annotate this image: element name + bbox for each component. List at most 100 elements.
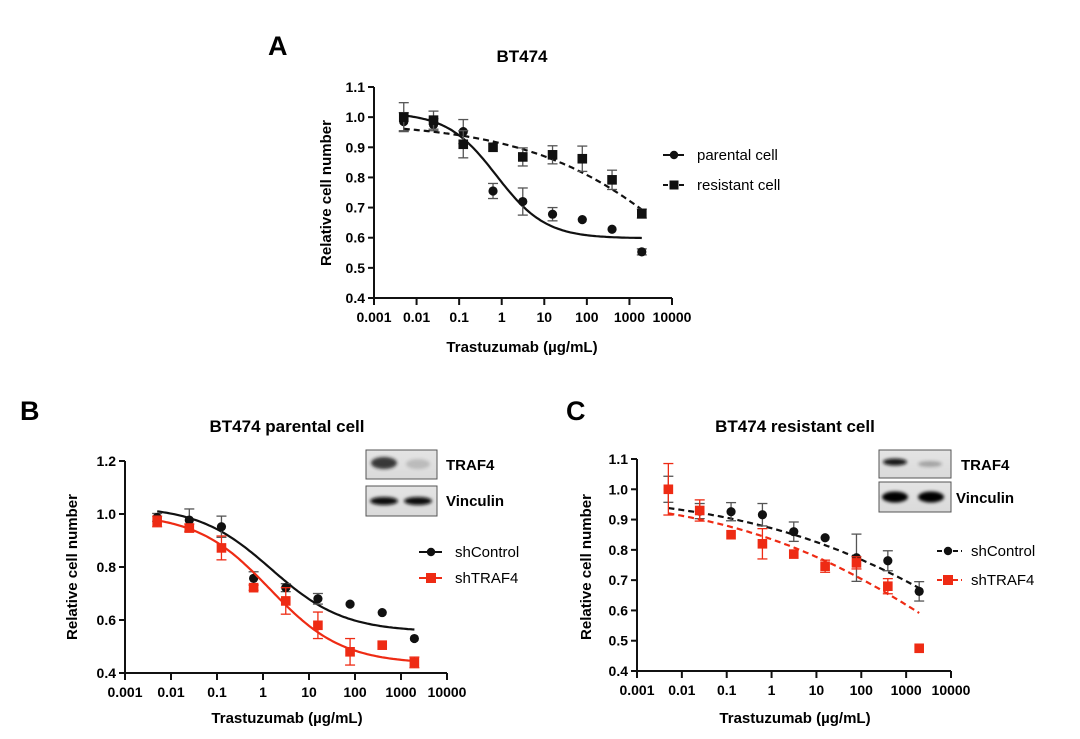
- legend-label-shcontrol-b: shControl: [455, 544, 519, 561]
- data-point-resistant-cell: [637, 208, 647, 219]
- band-traf4-lane2-b: [406, 459, 430, 469]
- y-tick-label: 1.1: [609, 451, 629, 467]
- legend-marker-parental: [669, 150, 679, 160]
- y-tick-label: 1.0: [346, 109, 366, 125]
- data-point-shcontrol: [726, 507, 736, 517]
- data-point-shcontrol: [409, 633, 419, 644]
- panel-letter-c: C: [566, 396, 586, 426]
- x-axis-label-b: Trastuzumab (µg/mL): [211, 710, 362, 727]
- data-point-shcontrol: [377, 607, 387, 618]
- data-point-resistant-cell: [607, 175, 617, 185]
- y-tick-label: 0.8: [97, 559, 117, 575]
- data-point-shtraf4: [409, 657, 420, 668]
- blot-vinculin-c: Vinculin: [878, 481, 1014, 513]
- x-tick-label: 10: [536, 309, 552, 325]
- data-point-shtraf4: [280, 596, 291, 606]
- legend-label-shtraf4-c: shTRAF4: [971, 572, 1034, 589]
- y-tick-label: 0.4: [346, 290, 366, 306]
- legend-item-shcontrol-c: shControl: [937, 543, 1035, 560]
- legend-a: parental cell resistant cell: [663, 147, 780, 194]
- fit-curve-shtraf4: [668, 512, 920, 614]
- data-point-shcontrol: [820, 533, 830, 543]
- data-point-shcontrol: [789, 527, 799, 537]
- x-tick-label: 100: [343, 684, 367, 700]
- x-tick-label: 10: [301, 684, 317, 700]
- x-tick-label: 0.001: [107, 684, 142, 700]
- data-point-parental-cell: [607, 224, 617, 234]
- x-tick-label: 0.01: [668, 682, 695, 698]
- data-point-shtraf4: [883, 581, 893, 591]
- data-point-shtraf4: [788, 549, 799, 559]
- blot-label-traf4-b: TRAF4: [446, 457, 495, 474]
- data-point-resistant-cell: [458, 139, 469, 150]
- y-tick-label: 0.6: [609, 602, 629, 618]
- band-vinculin-lane1-b: [370, 497, 398, 505]
- blot-vinculin-b: Vinculin: [365, 485, 504, 517]
- data-point-shtraf4: [152, 516, 162, 527]
- x-tick-label: 0.1: [717, 682, 737, 698]
- x-tick-label: 10000: [428, 684, 467, 700]
- x-tick-label: 10000: [653, 309, 692, 325]
- x-tick-label: 100: [850, 682, 874, 698]
- y-tick-label: 0.7: [609, 572, 629, 588]
- legend-label-shcontrol-c: shControl: [971, 543, 1035, 560]
- legend-b: shControl shTRAF4: [419, 544, 519, 587]
- legend-marker-shtraf4-b: [426, 573, 436, 583]
- blot-label-vinculin-b: Vinculin: [446, 493, 504, 510]
- x-tick-label: 100: [575, 309, 599, 325]
- legend-marker-shcontrol-c: [943, 546, 953, 556]
- chart-title-a: BT474: [496, 47, 548, 66]
- x-tick-label: 0.001: [619, 682, 654, 698]
- data-point-resistant-cell: [547, 150, 558, 160]
- data-point-shcontrol: [345, 599, 355, 609]
- x-tick-label: 0.001: [356, 309, 391, 325]
- y-tick-label: 1.0: [609, 481, 629, 497]
- legend-item-shtraf4-b: shTRAF4: [419, 570, 518, 587]
- fit-curve-parental-cell: [403, 114, 642, 240]
- legend-label-resistant: resistant cell: [697, 177, 780, 194]
- y-tick-label: 0.4: [609, 663, 629, 679]
- y-axis-label-c: Relative cell number: [578, 494, 595, 640]
- data-point-shtraf4: [757, 539, 768, 549]
- legend-item-parental-cell: parental cell: [663, 147, 778, 164]
- data-point-shcontrol: [216, 522, 227, 532]
- legend-item-shtraf4-c: shTRAF4: [937, 572, 1034, 589]
- data-point-shcontrol: [313, 594, 323, 604]
- y-tick-label: 0.6: [97, 612, 117, 628]
- y-tick-label: 0.6: [346, 230, 366, 246]
- band-traf4-lane2-c: [918, 461, 942, 467]
- x-tick-label: 1000: [891, 682, 922, 698]
- panel-letter-b: B: [20, 396, 40, 426]
- y-tick-label: 0.9: [346, 139, 366, 155]
- x-tick-label: 1: [498, 309, 506, 325]
- panel-a: A BT474 0.4 0.5 0.6 0.7 0.8 0.9 1.0 1.1 0.001 0.0…: [268, 31, 780, 356]
- legend-item-resistant-cell: resistant cell: [663, 177, 780, 194]
- y-tick-label: 0.8: [346, 169, 366, 185]
- data-point-parental-cell: [637, 247, 647, 257]
- western-blot-b: TRAF4 Vinculin: [365, 449, 504, 517]
- data-point-shcontrol: [757, 510, 768, 520]
- chart-title-b: BT474 parental cell: [210, 417, 365, 436]
- band-vinculin-lane2-b: [404, 497, 432, 505]
- x-tick-label: 0.01: [403, 309, 430, 325]
- data-point-shtraf4: [694, 505, 705, 516]
- legend-item-shcontrol-b: shControl: [419, 544, 519, 561]
- fit-curve-shcontrol: [668, 507, 920, 590]
- plot-area-a: 0.4 0.5 0.6 0.7 0.8 0.9 1.0 1.1 0.001 0.01 0.1 1 10 1…: [346, 79, 692, 325]
- chart-title-c: BT474 resistant cell: [715, 417, 875, 436]
- data-point-shtraf4: [313, 620, 323, 631]
- blot-label-traf4-c: TRAF4: [961, 457, 1010, 474]
- legend-marker-resistant: [669, 180, 679, 190]
- x-tick-label: 0.1: [207, 684, 227, 700]
- data-point-shtraf4: [345, 647, 355, 657]
- data-point-shtraf4: [726, 529, 736, 540]
- y-tick-label: 0.5: [346, 260, 366, 276]
- data-point-resistant-cell: [398, 112, 409, 122]
- data-point-shtraf4: [184, 523, 195, 533]
- y-axis-label-a: Relative cell number: [318, 120, 335, 266]
- panel-b: B BT474 parental cell 0.4 0.6 0.8 1.0 1.2 0.0…: [20, 396, 519, 727]
- plot-area-b: 0.4 0.6 0.8 1.0 1.2 0.001 0.01 0.1 1 10 100 1000 100…: [97, 453, 467, 700]
- data-point-shtraf4: [914, 643, 924, 654]
- y-tick-label: 0.4: [97, 665, 117, 681]
- y-tick-label: 1.0: [97, 506, 117, 522]
